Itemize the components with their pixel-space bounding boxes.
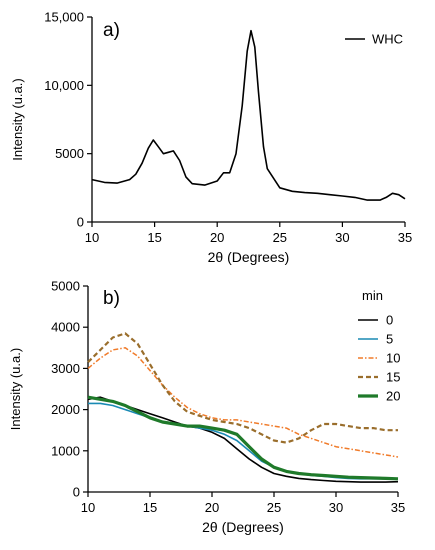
legend-label: 15	[386, 370, 400, 385]
x-tick-label: 20	[205, 500, 219, 515]
series-line-20	[87, 395, 399, 481]
legend-title: min	[362, 288, 383, 303]
x-tick-label: 35	[398, 230, 412, 245]
y-tick-label: 10,000	[44, 78, 84, 93]
y-tick-label: 15,000	[44, 10, 84, 25]
series-line-15	[87, 332, 398, 444]
x-tick-label: 15	[147, 230, 161, 245]
x-tick-label: 10	[85, 230, 99, 245]
panel-label: a)	[103, 20, 120, 41]
y-axis-label: Intensity (u.a.)	[10, 78, 25, 160]
x-tick-label: 35	[391, 500, 405, 515]
x-tick-label: 10	[81, 500, 95, 515]
panel-b: 10 15 20 25 30 35 0 1000 2000 3000 4000 5000 2θ (Deg…	[8, 279, 405, 536]
x-tick-label: 25	[273, 230, 287, 245]
legend-label: 5	[386, 332, 393, 347]
series-line-0	[87, 396, 399, 483]
panel-a: 10 15 20 25 30 35 0 5000 10,000 15,000 2θ (Degrees…	[10, 10, 412, 266]
x-axis-label: 2θ (Degrees)	[208, 249, 290, 265]
x-tick-label: 20	[210, 230, 224, 245]
y-tick-label: 1000	[51, 443, 80, 458]
y-tick-label: 0	[73, 485, 80, 500]
x-tick-label: 25	[267, 500, 281, 515]
y-tick-label: 0	[77, 215, 84, 230]
y-tick-label: 2000	[51, 402, 80, 417]
legend-label: 10	[386, 351, 400, 366]
legend-label: 20	[386, 389, 400, 404]
y-tick-label: 4000	[51, 320, 80, 335]
y-tick-label: 3000	[51, 361, 80, 376]
x-axis-label: 2θ (Degrees)	[202, 519, 284, 535]
legend-label: 0	[386, 313, 393, 328]
y-tick-label: 5000	[51, 279, 80, 294]
y-axis-label: Intensity (u.a.)	[8, 348, 23, 430]
panel-label: b)	[103, 288, 120, 309]
y-tick-label: 5000	[55, 146, 84, 161]
legend-label: WHC	[372, 32, 403, 47]
series-line-10	[87, 347, 399, 458]
x-tick-label: 30	[335, 230, 349, 245]
x-tick-label: 15	[143, 500, 157, 515]
x-tick-label: 30	[329, 500, 343, 515]
series-line-WHC	[91, 29, 406, 201]
